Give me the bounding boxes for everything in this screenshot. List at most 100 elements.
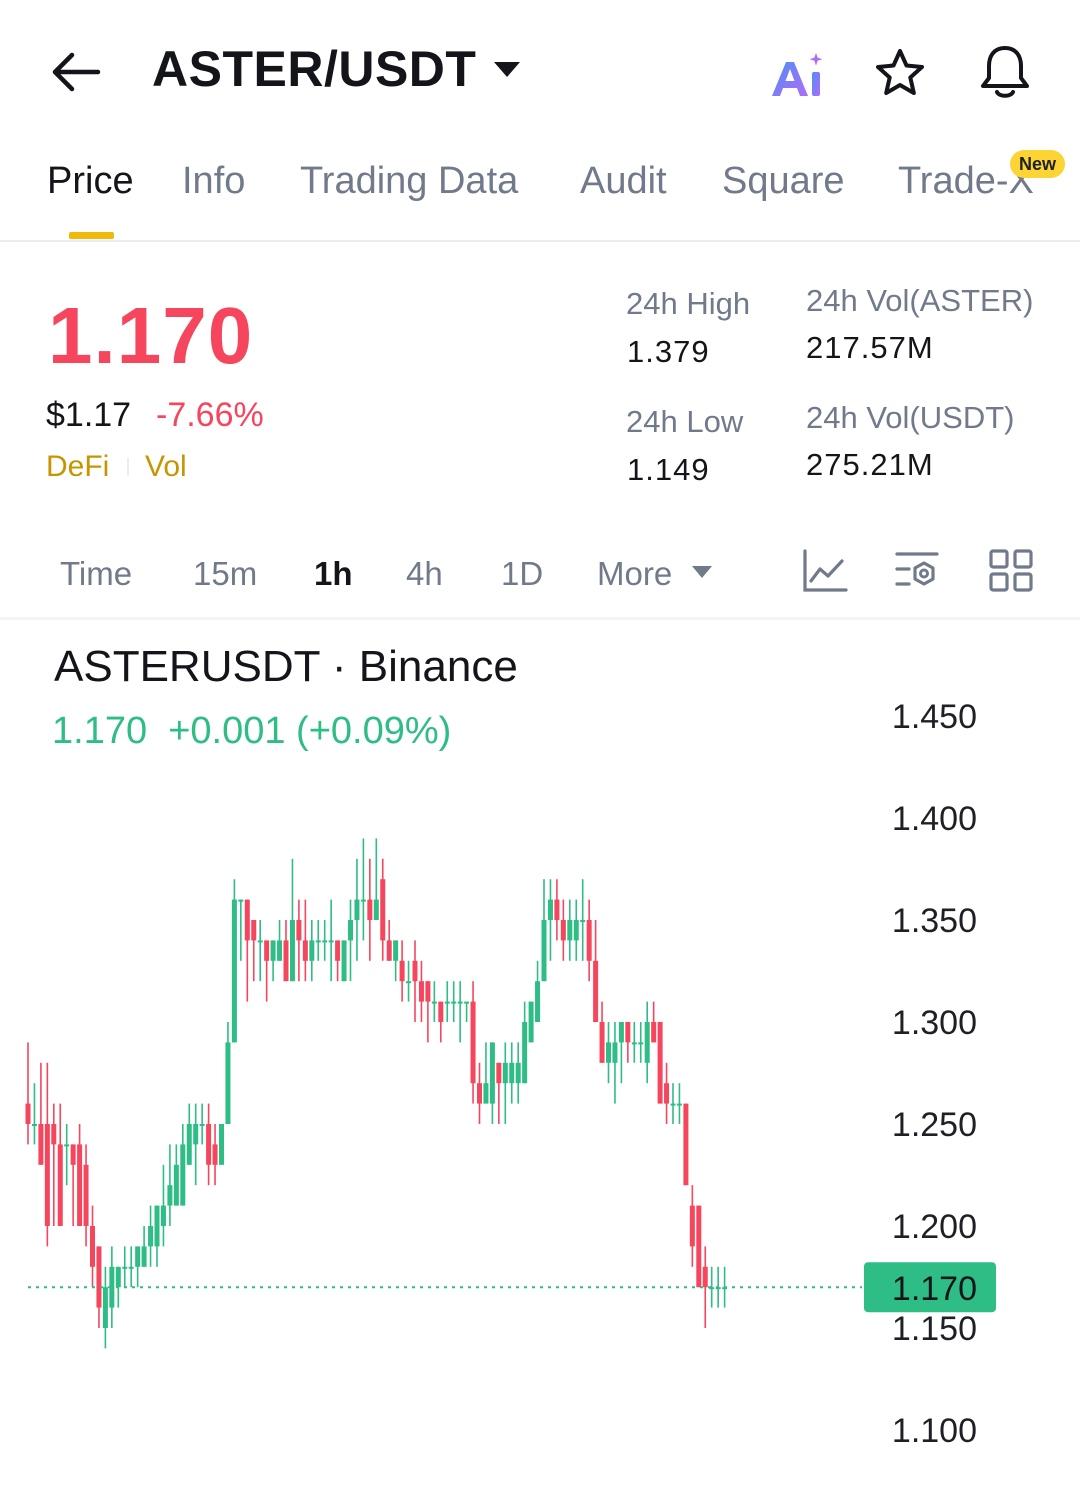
chart-settings-icon[interactable]: [894, 549, 940, 593]
candle-body: [354, 899, 360, 920]
interval-more[interactable]: More: [597, 555, 673, 592]
candle-body: [289, 920, 295, 982]
y-tick-label: 1.450: [892, 698, 977, 736]
candlestick-chart[interactable]: 1.450 1.400 1.350 1.300 1.250 1.200 1.150 1.100…: [0, 620, 1080, 1485]
candle-body: [335, 940, 341, 961]
y-tick-label: 1.400: [892, 800, 977, 838]
stat-24h-high-value: 1.379: [627, 334, 710, 369]
candle-body: [70, 1144, 76, 1165]
stat-24h-vol-base-value: 217.57M: [806, 330, 934, 365]
candle-body: [173, 1164, 179, 1206]
layout-grid-icon[interactable]: [988, 549, 1034, 593]
candle-body: [696, 1205, 702, 1288]
candle-body: [470, 1001, 476, 1084]
dropdown-caret-icon[interactable]: [494, 62, 520, 77]
tag-defi[interactable]: DeFi: [46, 450, 110, 483]
candle-body: [554, 899, 560, 920]
candle-body: [109, 1266, 115, 1308]
candle-body: [219, 1124, 224, 1165]
interval-1d[interactable]: 1D: [501, 555, 544, 592]
candle-body: [670, 1103, 676, 1106]
candle-body: [296, 920, 302, 941]
tab-divider: [0, 240, 1080, 242]
candle-body: [438, 1001, 444, 1022]
candle-body: [283, 940, 289, 982]
candle-body: [522, 1022, 528, 1084]
candle-body: [541, 920, 547, 982]
candle-body: [77, 1144, 83, 1226]
candle-body: [238, 899, 244, 902]
interval-1h[interactable]: 1h: [314, 555, 353, 592]
chart-title: ASTERUSDT · Binance: [54, 642, 518, 691]
candle-body: [406, 981, 412, 984]
y-tick-label: 1.250: [892, 1106, 977, 1144]
usd-price: $1.17: [46, 396, 132, 434]
candle-body: [148, 1226, 154, 1247]
interval-4h[interactable]: 4h: [406, 555, 443, 592]
trading-pair-title[interactable]: ASTER/USDT: [152, 41, 477, 97]
y-tick-label: 1.200: [892, 1208, 977, 1246]
candle-body: [380, 879, 386, 941]
candle-body: [251, 920, 257, 941]
candle-body: [341, 940, 347, 982]
candle-body: [83, 1164, 89, 1226]
candle-body: [315, 940, 321, 943]
last-price-label: 1.170: [892, 1270, 977, 1308]
candle-body: [676, 1103, 682, 1106]
candle-body: [96, 1246, 102, 1308]
candle-body: [418, 981, 424, 1002]
back-arrow-icon[interactable]: [48, 46, 104, 98]
candle-body: [586, 920, 592, 961]
candle-body: [277, 940, 283, 961]
interval-time[interactable]: Time: [60, 555, 133, 592]
candle-body: [483, 1083, 489, 1104]
tab-trading-data[interactable]: Trading Data: [300, 160, 519, 202]
candle-body: [102, 1287, 108, 1328]
candle-body: [367, 899, 373, 920]
tab-price[interactable]: Price: [47, 160, 134, 202]
candle-body: [567, 920, 573, 941]
candle-body: [212, 1144, 218, 1165]
candle-body: [393, 940, 399, 961]
bell-icon[interactable]: [976, 42, 1034, 102]
indicator-icon[interactable]: [802, 549, 848, 593]
candle-body: [399, 960, 405, 982]
candle-body: [206, 1124, 212, 1165]
tab-audit[interactable]: Audit: [580, 160, 667, 202]
interval-divider: [0, 617, 1080, 620]
tab-square[interactable]: Square: [722, 160, 845, 202]
candle-body: [593, 960, 599, 1022]
candle-body: [128, 1266, 134, 1269]
candle-body: [412, 960, 418, 982]
candle-body: [464, 1001, 470, 1004]
y-tick-label: 1.350: [892, 902, 977, 940]
candle-body: [348, 920, 353, 941]
candle-body: [515, 1062, 521, 1084]
stat-24h-vol-quote-value: 275.21M: [806, 447, 934, 482]
star-icon[interactable]: [872, 46, 928, 100]
interval-15m[interactable]: 15m: [193, 555, 258, 592]
stat-24h-high-label: 24h High: [626, 286, 751, 321]
candle-body: [625, 1022, 631, 1043]
stat-24h-low-label: 24h Low: [626, 404, 744, 439]
tag-separator: [127, 458, 129, 476]
candle-body: [167, 1185, 173, 1206]
y-tick-label: 1.150: [892, 1310, 977, 1348]
y-tick-label: 1.100: [892, 1412, 977, 1450]
more-caret-icon[interactable]: [692, 566, 712, 578]
candle-body: [122, 1266, 128, 1269]
candle-body: [606, 1042, 611, 1063]
candle-body: [502, 1062, 508, 1084]
candle-body: [115, 1266, 121, 1288]
candle-body: [618, 1022, 624, 1043]
stat-24h-vol-base-label: 24h Vol(ASTER): [806, 283, 1034, 318]
ai-icon[interactable]: [768, 48, 828, 104]
candle-body: [38, 1124, 44, 1165]
candle-body: [457, 1001, 463, 1004]
tag-vol[interactable]: Vol: [145, 450, 187, 483]
candle-body: [160, 1205, 166, 1226]
tab-info[interactable]: Info: [182, 160, 246, 202]
candle-body: [638, 1042, 644, 1045]
candle-body: [231, 899, 237, 1043]
candle-body: [509, 1062, 515, 1084]
